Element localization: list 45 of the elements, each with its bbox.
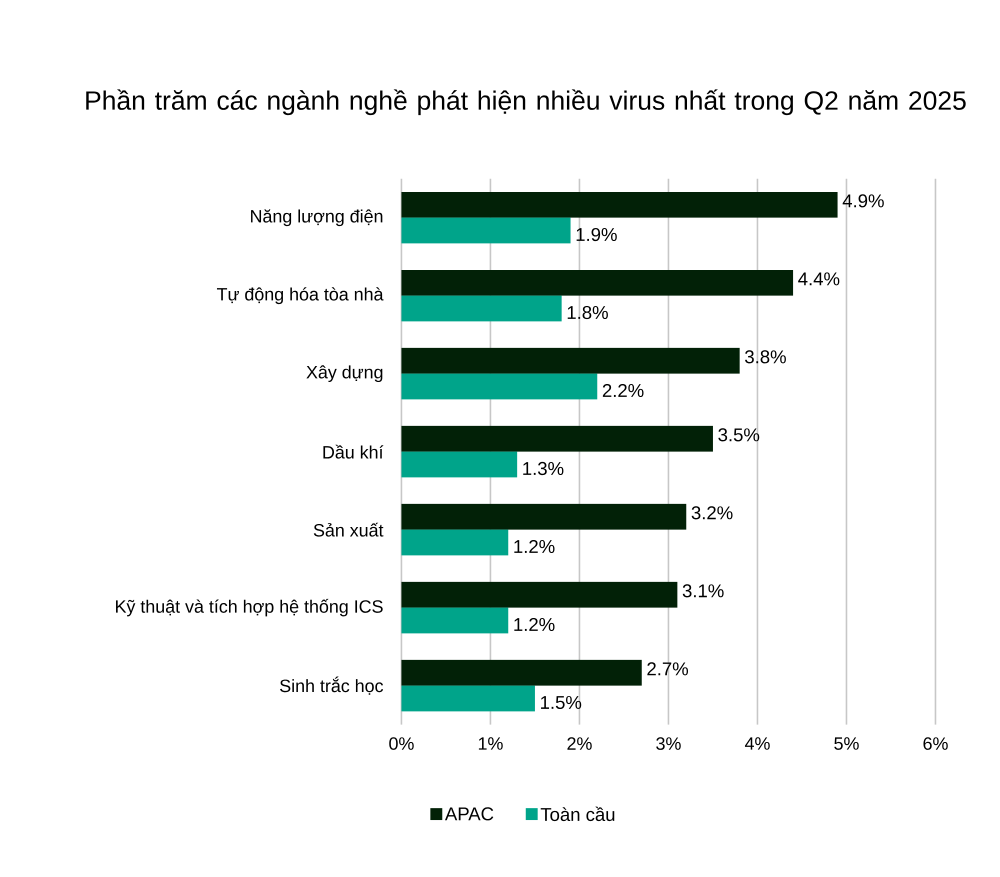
bar (401, 218, 571, 244)
data-label: 4.4% (798, 272, 840, 286)
data-label: 1.3% (523, 462, 564, 476)
data-label: 1.2% (514, 618, 554, 632)
data-label: 1.2% (514, 540, 554, 554)
bar (401, 374, 598, 400)
legend-label: APAC (444, 808, 494, 821)
y-tick-label: Năng lượng điện (251, 209, 382, 226)
data-label: 2.7% (647, 662, 688, 676)
y-tick-label: Xây dựng (306, 366, 382, 382)
bar (401, 530, 508, 556)
data-label: 1.9% (576, 228, 617, 242)
y-tick-label: Sinh trắc học (280, 676, 384, 695)
data-label: 3.8% (745, 350, 786, 364)
bar (401, 452, 518, 478)
x-tick-label: 1% (478, 738, 503, 750)
bar (401, 504, 686, 530)
data-label: 3.1% (682, 584, 724, 598)
data-label: 1.5% (541, 696, 582, 710)
y-tick-label: Sản xuất (314, 522, 384, 537)
bar (401, 608, 508, 634)
bar (401, 686, 535, 712)
x-tick-label: 2% (567, 738, 592, 750)
bar (401, 296, 562, 322)
bar (401, 348, 740, 374)
x-tick-label: 4% (744, 738, 770, 750)
y-tick-label: Tự động hóa tòa nhà (216, 287, 384, 304)
data-label: 1.8% (568, 306, 608, 320)
chart-title: Phần trăm các ngành nghề phát hiện nhiều virus nhất trong Q2 năm 2025 (86, 90, 966, 116)
x-tick-label: 5% (834, 738, 859, 750)
x-tick-label: 0% (389, 738, 414, 750)
y-tick-label: Dầu khí (323, 444, 384, 459)
y-tick-label: Kỹ thuật và tích hợp hệ thống ICS (116, 599, 383, 617)
bar (401, 582, 678, 608)
data-label: 2.2% (602, 384, 644, 398)
x-tick-label: 6% (923, 738, 948, 750)
bar (401, 192, 838, 218)
data-label: 4.9% (842, 194, 884, 208)
legend-label: Toàn cầu (540, 806, 614, 822)
x-tick-label: 3% (656, 738, 681, 750)
bar (401, 270, 794, 296)
data-label: 3.2% (692, 506, 733, 520)
bar (401, 426, 713, 452)
data-label: 3.5% (718, 428, 760, 442)
bar (401, 660, 642, 686)
